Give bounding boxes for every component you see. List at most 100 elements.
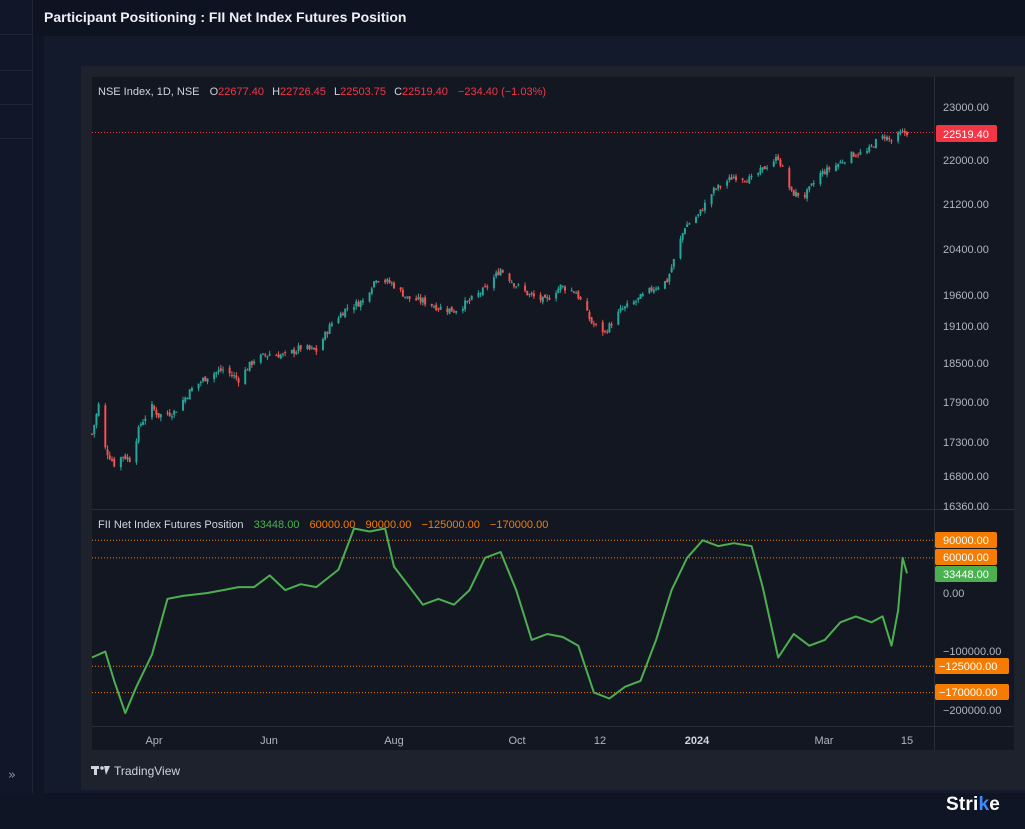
candle-body	[464, 300, 467, 310]
candle-body	[650, 287, 653, 291]
candle-body	[406, 296, 409, 298]
candle	[546, 294, 549, 302]
candle	[790, 186, 793, 192]
candle-body	[235, 375, 238, 378]
tradingview-attribution[interactable]: TradingView	[91, 764, 180, 778]
main-legend[interactable]: NSE Index, 1D, NSE O22677.40 H22726.45 L…	[98, 86, 546, 98]
candle	[843, 161, 846, 165]
strike-logo: Strike	[946, 794, 1000, 816]
last-price-badge	[936, 125, 997, 142]
candle	[512, 283, 515, 289]
candle	[648, 287, 651, 295]
candle	[326, 331, 329, 338]
time-tick: 12	[594, 735, 606, 747]
time-tick: 2024	[685, 735, 710, 747]
price-tick: 20400.00	[943, 244, 989, 256]
expand-sidebar-button[interactable]: »	[8, 768, 16, 783]
candle-body	[237, 378, 240, 383]
candle-body	[668, 274, 671, 282]
chart-svg[interactable]: NSE Index, 1D, NSE O22677.40 H22726.45 L…	[81, 66, 1025, 790]
time-axis[interactable]	[92, 726, 1014, 750]
candle	[155, 407, 158, 418]
candle	[393, 281, 396, 290]
candle	[508, 272, 511, 283]
candle	[528, 293, 531, 298]
candle-body	[95, 414, 98, 426]
indicator-name: FII Net Index Futures Position	[98, 519, 244, 531]
candle-body	[735, 176, 738, 181]
candle	[606, 329, 609, 334]
candle-body	[826, 167, 829, 175]
candle	[219, 364, 222, 373]
candle-body	[779, 159, 782, 166]
candle	[650, 285, 653, 293]
candle	[575, 290, 578, 294]
indicator-legend[interactable]: FII Net Index Futures Position 33448.00 …	[98, 519, 548, 531]
candle-body	[188, 389, 191, 400]
candle	[839, 159, 842, 164]
price-scale[interactable]	[934, 77, 1014, 726]
candle-body	[308, 345, 311, 349]
candle-body	[859, 151, 862, 155]
candle	[246, 368, 249, 371]
candle	[772, 159, 775, 168]
candle	[315, 345, 318, 355]
candle	[697, 213, 700, 218]
candle	[306, 344, 309, 351]
close-value: 22519.40	[402, 86, 448, 98]
candle	[590, 316, 593, 325]
candle-body	[182, 400, 185, 411]
candle	[632, 299, 635, 305]
candle-body	[679, 238, 682, 259]
candle	[337, 316, 340, 324]
candle	[741, 177, 744, 183]
candle	[484, 283, 487, 288]
candle	[603, 330, 606, 334]
candle-body	[672, 259, 675, 267]
candle	[104, 403, 107, 450]
level-value: 90000.00	[365, 519, 411, 531]
sidebar-divider	[0, 34, 32, 35]
candle	[93, 424, 96, 438]
candle-body	[812, 183, 815, 185]
candle	[695, 215, 698, 224]
candle	[279, 353, 282, 360]
candle-body	[635, 301, 638, 303]
candle-body	[328, 324, 331, 334]
candle	[792, 189, 795, 196]
candle	[430, 303, 433, 308]
candle	[384, 278, 387, 285]
candle-body	[788, 168, 791, 188]
candle-body	[872, 146, 875, 148]
candle	[108, 451, 111, 461]
high-label: H	[272, 86, 280, 98]
candle-body	[401, 289, 404, 297]
candle-body	[346, 307, 349, 309]
level-badge-label: −170000.00	[939, 687, 997, 699]
candle-body	[808, 186, 811, 190]
candle-body	[639, 294, 642, 299]
candle	[641, 292, 644, 297]
candle-body	[404, 296, 407, 298]
price-tick: 17300.00	[943, 437, 989, 449]
candle-body	[530, 292, 533, 295]
candle	[532, 290, 535, 299]
level-badge	[935, 549, 997, 565]
candle	[188, 388, 191, 400]
candle	[157, 413, 160, 419]
candle-body	[546, 296, 549, 299]
candle	[555, 290, 558, 302]
candle-body	[790, 186, 793, 191]
candle-body	[386, 279, 389, 282]
candle-body	[828, 167, 831, 170]
indicator-pane[interactable]	[92, 510, 934, 726]
candle-body	[339, 313, 342, 318]
level-badge	[935, 684, 1009, 700]
candle	[681, 232, 684, 243]
price-pane[interactable]	[92, 77, 934, 509]
candle-body	[122, 456, 125, 458]
candle	[486, 284, 489, 291]
candle-body	[532, 293, 535, 297]
candle-body	[559, 284, 562, 290]
candle-body	[337, 318, 340, 324]
